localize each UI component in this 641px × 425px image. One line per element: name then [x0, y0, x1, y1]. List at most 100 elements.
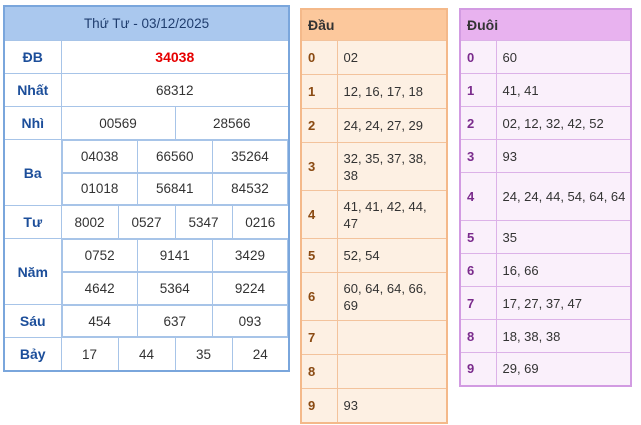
dau-row: 5 52, 54: [300, 238, 448, 273]
duoi-row: 5 35: [459, 220, 632, 254]
duoi-digit: 5: [459, 220, 497, 254]
prize-number: 00569: [60, 106, 176, 141]
prize-number: 454: [61, 304, 138, 338]
prize-number: 3429: [211, 239, 289, 272]
duoi-header: Đuôi: [459, 8, 632, 41]
duoi-values: 41, 41: [495, 73, 632, 107]
prize-label: ĐB: [3, 40, 62, 75]
duoi-digit: 2: [459, 106, 497, 140]
dau-row: 2 24, 24, 27, 29: [300, 108, 448, 143]
prize-row-nam: Năm 0752 9141 3429: [3, 238, 289, 306]
duoi-digit: 7: [459, 286, 497, 320]
prize-label: Năm: [3, 238, 62, 306]
duoi-row: 1 41, 41: [459, 73, 632, 107]
dau-header: Đầu: [300, 8, 448, 41]
dau-values: 02: [336, 40, 448, 75]
dau-row: 0 02: [300, 40, 448, 75]
prize-label: Nhì: [3, 106, 62, 141]
prize-number: 84532: [211, 172, 289, 206]
prize-row-tu: Tư 8002 0527 5347 0216: [3, 205, 290, 240]
duoi-digit: 6: [459, 253, 497, 287]
dau-row: 8: [300, 354, 448, 389]
results-table: Thứ Tư - 03/12/2025 ĐB 34038 Nhất 68312 …: [3, 5, 291, 372]
duoi-row: 9 29, 69: [459, 352, 632, 386]
prize-number: 56841: [136, 172, 213, 206]
dau-values: 60, 64, 64, 66, 69: [336, 272, 448, 321]
dau-values: 52, 54: [336, 238, 448, 273]
prize-number: 28566: [174, 106, 290, 141]
duoi-values: 24, 24, 44, 54, 64, 64: [495, 172, 632, 221]
duoi-row: 2 02, 12, 32, 42, 52: [459, 106, 632, 140]
dau-digit: 4: [300, 190, 338, 239]
prize-number: 34038: [60, 40, 290, 75]
prize-row-bay: Bảy 17 44 35 24: [3, 337, 290, 372]
prize-row-db: ĐB 34038: [3, 40, 290, 75]
duoi-table: Đuôi 0 60 1 41, 41 2 02, 12, 32, 42, 52 3 93…: [459, 8, 632, 387]
duoi-values: 02, 12, 32, 42, 52: [495, 106, 632, 140]
duoi-values: 18, 38, 38: [495, 319, 632, 353]
dau-row: 9 93: [300, 388, 448, 423]
prize-number: 17: [60, 337, 119, 372]
dau-row: 1 12, 16, 17, 18: [300, 74, 448, 109]
dau-values: [336, 354, 448, 389]
duoi-values: 60: [495, 40, 632, 74]
dau-values: 41, 41, 42, 44, 47: [336, 190, 448, 239]
dau-digit: 9: [300, 388, 338, 423]
duoi-digit: 3: [459, 139, 497, 173]
prize-number: 5347: [174, 205, 233, 240]
duoi-row: 3 93: [459, 139, 632, 173]
prize-number: 4642: [61, 271, 138, 305]
dau-digit: 1: [300, 74, 338, 109]
duoi-values: 29, 69: [495, 352, 632, 386]
prize-number: 35: [174, 337, 233, 372]
duoi-values: 17, 27, 37, 47: [495, 286, 632, 320]
prize-number: 68312: [60, 73, 290, 108]
prize-number: 9224: [211, 271, 289, 305]
prize-number: 35264: [211, 140, 289, 173]
prize-row-ba-2: 01018 56841 84532: [4, 172, 289, 206]
dau-table: Đầu 0 02 1 12, 16, 17, 18 2 24, 24, 27, 29 …: [300, 8, 448, 424]
duoi-values: 16, 66: [495, 253, 632, 287]
duoi-digit: 4: [459, 172, 497, 221]
prize-number: 637: [136, 304, 213, 338]
dau-row: 4 41, 41, 42, 44, 47: [300, 190, 448, 239]
duoi-values: 35: [495, 220, 632, 254]
duoi-digit: 8: [459, 319, 497, 353]
duoi-digit: 0: [459, 40, 497, 74]
prize-row-nhi: Nhì 00569 28566: [3, 106, 290, 141]
dau-values: 32, 35, 37, 38, 38: [336, 142, 448, 191]
prize-row-nhat: Nhất 68312: [3, 73, 290, 108]
dau-values: 93: [336, 388, 448, 423]
dau-digit: 5: [300, 238, 338, 273]
prize-number: 8002: [60, 205, 119, 240]
dau-values: 24, 24, 27, 29: [336, 108, 448, 143]
duoi-digit: 9: [459, 352, 497, 386]
prize-number: 04038: [61, 140, 138, 173]
dau-row: 3 32, 35, 37, 38, 38: [300, 142, 448, 191]
prize-number: 66560: [136, 140, 213, 173]
prize-label: Ba: [3, 139, 62, 207]
duoi-row: 4 24, 24, 44, 54, 64, 64: [459, 172, 632, 221]
duoi-row: 0 60: [459, 40, 632, 74]
prize-number: 44: [117, 337, 176, 372]
duoi-digit: 1: [459, 73, 497, 107]
dau-digit: 8: [300, 354, 338, 389]
prize-number: 0752: [61, 239, 138, 272]
duoi-values: 93: [495, 139, 632, 173]
prize-row-nam-2: 4642 5364 9224: [4, 271, 289, 305]
duoi-row: 7 17, 27, 37, 47: [459, 286, 632, 320]
dau-digit: 3: [300, 142, 338, 191]
prize-number: 01018: [61, 172, 138, 206]
prize-row-sau: Sáu 454 637 093: [3, 304, 289, 339]
duoi-row: 6 16, 66: [459, 253, 632, 287]
dau-digit: 6: [300, 272, 338, 321]
prize-number: 0527: [117, 205, 176, 240]
dau-values: [336, 320, 448, 355]
dau-digit: 7: [300, 320, 338, 355]
prize-number: 5364: [136, 271, 213, 305]
prize-number: 093: [211, 304, 289, 338]
dau-row: 6 60, 64, 64, 66, 69: [300, 272, 448, 321]
prize-label: Nhất: [3, 73, 62, 108]
prize-label: Tư: [3, 205, 62, 240]
prize-number: 9141: [136, 239, 213, 272]
